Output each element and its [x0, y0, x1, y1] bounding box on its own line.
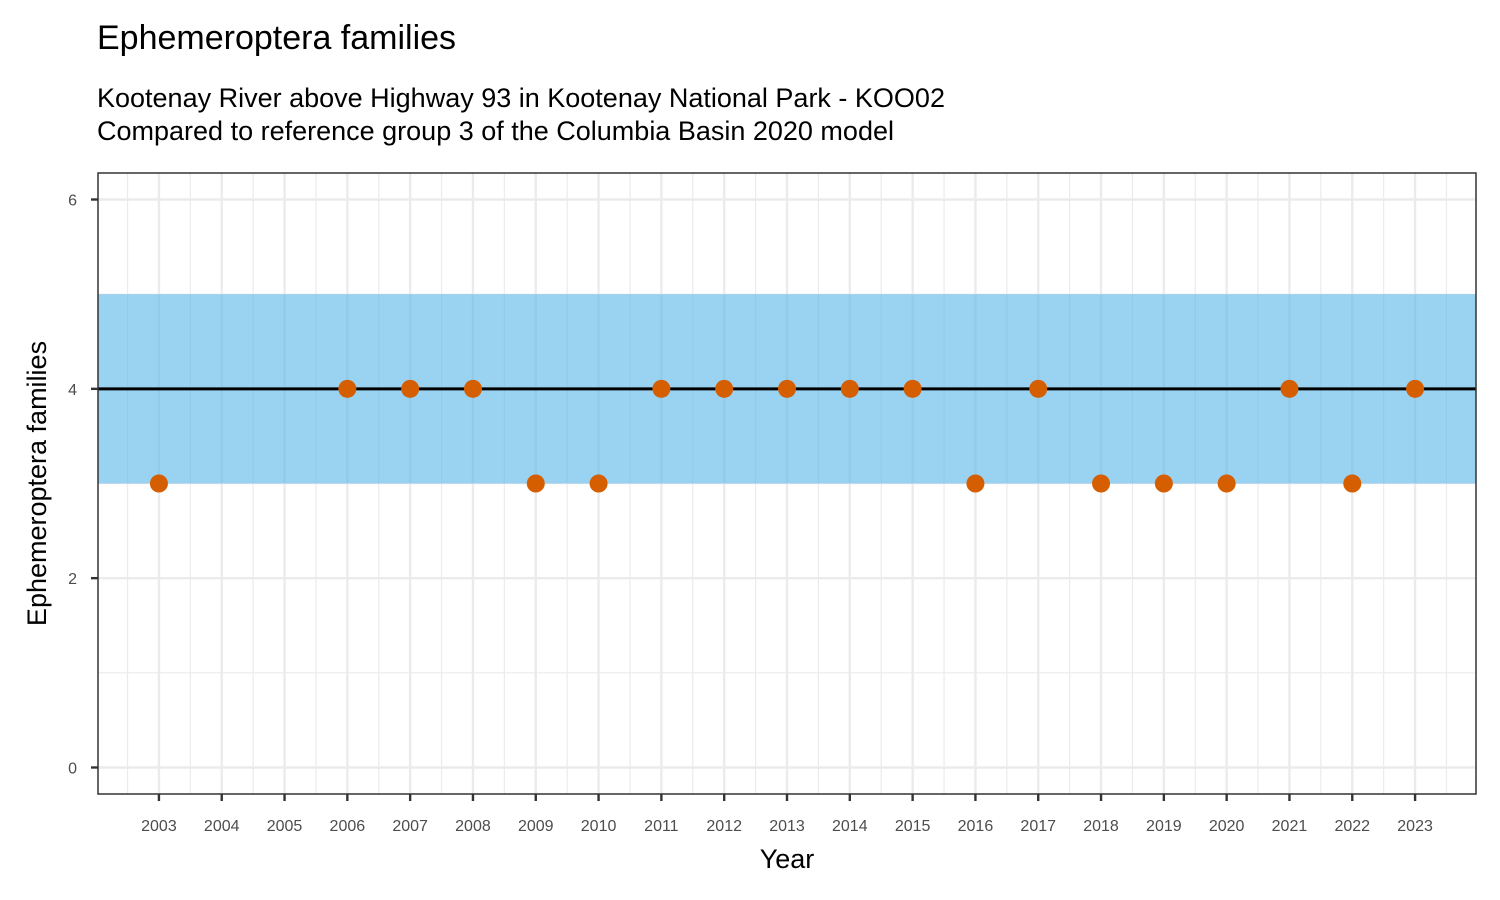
- data-point: [1154, 474, 1173, 493]
- x-tick-label: 2010: [581, 818, 617, 835]
- subtitle-line-1: Kootenay River above Highway 93 in Koote…: [97, 83, 945, 113]
- x-tick-label: 2007: [392, 818, 428, 835]
- data-point: [903, 379, 922, 398]
- x-axis-title: Year: [760, 844, 815, 874]
- x-tick-label: 2012: [706, 818, 742, 835]
- chart-title: Ephemeroptera families: [97, 19, 457, 57]
- x-axis: 2003 2004 2005 2006 2007 2008 2009 2010 2011 2012…: [141, 794, 1433, 835]
- data-point: [1217, 474, 1236, 493]
- x-tick-label: 2011: [644, 818, 679, 835]
- data-point: [966, 474, 985, 493]
- x-tick-label: 2006: [330, 818, 366, 835]
- x-tick-label: 2013: [769, 818, 805, 835]
- data-point: [715, 379, 734, 398]
- data-point: [1029, 379, 1048, 398]
- chart-subtitle: Kootenay River above Highway 93 in Koote…: [97, 82, 945, 148]
- y-tick-label: 2: [68, 571, 77, 588]
- x-tick-label: 2017: [1020, 818, 1056, 835]
- data-point: [652, 379, 671, 398]
- x-tick-label: 2020: [1209, 818, 1245, 835]
- y-axis: 0 2 4 6: [68, 193, 98, 777]
- y-tick-label: 4: [68, 382, 77, 399]
- data-point: [1406, 379, 1425, 398]
- x-tick-label: 2008: [455, 818, 491, 835]
- data-point: [778, 379, 796, 398]
- data-point: [401, 379, 420, 398]
- x-tick-label: 2021: [1272, 818, 1308, 835]
- x-tick-label: 2009: [518, 818, 554, 835]
- y-axis-title: Ephemeroptera families: [22, 341, 52, 626]
- x-tick-label: 2003: [141, 818, 177, 835]
- x-tick-label: 2023: [1397, 818, 1433, 835]
- x-tick-label: 2014: [832, 818, 868, 835]
- data-point: [1343, 474, 1362, 493]
- data-points: [149, 379, 1425, 493]
- subtitle-line-2: Compared to reference group 3 of the Col…: [97, 116, 894, 146]
- x-tick-label: 2004: [204, 818, 240, 835]
- data-point: [1092, 474, 1111, 493]
- data-point: [463, 379, 482, 398]
- data-point: [840, 379, 859, 398]
- y-tick-label: 0: [68, 760, 77, 777]
- x-tick-label: 2019: [1146, 818, 1182, 835]
- x-tick-label: 2005: [267, 818, 303, 835]
- x-tick-label: 2022: [1334, 818, 1370, 835]
- data-point: [149, 474, 168, 493]
- x-tick-label: 2018: [1083, 818, 1119, 835]
- data-point: [526, 474, 545, 493]
- data-point: [338, 379, 357, 398]
- data-point: [1280, 379, 1299, 398]
- data-point: [589, 474, 608, 493]
- y-tick-label: 6: [68, 193, 77, 210]
- x-tick-label: 2016: [958, 818, 994, 835]
- x-tick-label: 2015: [895, 818, 931, 835]
